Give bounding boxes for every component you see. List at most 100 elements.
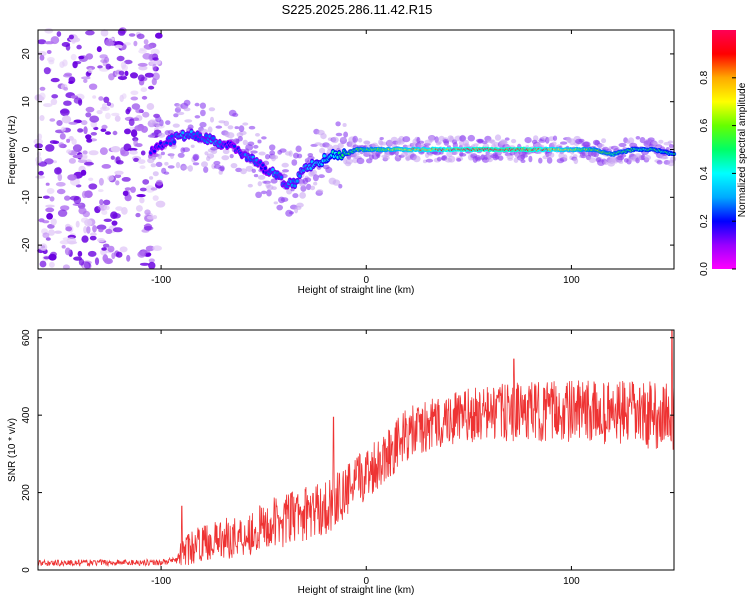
spectrogram-noise-blob (105, 112, 111, 120)
spectrogram-halo-blob (436, 156, 442, 162)
spectrogram-halo-blob (159, 119, 164, 127)
spectrogram-halo-blob (300, 185, 307, 192)
spectrogram-halo-blob (382, 155, 390, 161)
spectrogram-noise-blob (96, 224, 107, 231)
spectrogram-ridge-core (295, 179, 299, 183)
spectrogram-noise-blob (86, 226, 91, 234)
spectrogram-ridge-core (218, 140, 222, 144)
spectrogram-noise-blob (59, 109, 69, 114)
spectrogram-noise-blob (90, 232, 97, 236)
spectrogram-noise-blob (101, 247, 107, 251)
spectrogram-halo-blob (528, 155, 533, 163)
spectrogram-noise-blob (137, 159, 146, 165)
spectrogram-halo-blob (288, 150, 293, 157)
spectrogram-noise-blob (124, 194, 132, 202)
colorbar-label: Normalized spectral amplitude (737, 82, 748, 217)
spectrogram-noise-blob (71, 138, 77, 145)
spectrogram-noise-blob (89, 115, 100, 123)
spectrogram-noise-blob (128, 33, 136, 37)
spectrogram-halo-blob (248, 125, 256, 130)
spectrogram-ridge-core (261, 163, 265, 167)
spectrogram-ridge-core (181, 131, 185, 135)
spectrogram-noise-blob (85, 112, 92, 118)
spectrogram-noise-blob (108, 73, 115, 81)
spectrogram-noise-blob (118, 70, 125, 76)
spectrogram-halo-blob (182, 147, 190, 153)
spectrogram-halo-blob (266, 189, 272, 197)
spectrogram-noise-blob (88, 83, 98, 90)
spectrogram-noise-blob (94, 257, 100, 266)
snr-frame (37, 329, 675, 571)
spectrogram-halo-blob (552, 135, 558, 141)
spectrogram-noise-blob (117, 75, 128, 81)
spectrogram-noise-blob (56, 188, 66, 195)
spectrogram-halo-blob (415, 142, 422, 149)
snr-plot-area (38, 330, 674, 570)
spectrogram-noise-blob (100, 29, 109, 37)
spectrogram-halo-blob (354, 152, 360, 157)
spectrogram-halo-blob (251, 168, 256, 173)
spectrogram-noise-blob (114, 170, 124, 175)
spectrogram-noise-blob (81, 76, 91, 80)
spectrogram-noise-blob (105, 63, 112, 70)
spectrogram-noise-blob (121, 177, 131, 182)
spectrogram-halo-blob (282, 169, 289, 173)
spectrogram-noise-blob (112, 227, 123, 233)
spectrogram-halo-blob (332, 179, 341, 186)
spectrogram-ylabel: Frequency (Hz) (7, 116, 18, 185)
spectrogram-noise-blob (46, 188, 55, 194)
spectrogram-halo-blob (257, 175, 266, 180)
spectrogram-halo-blob (160, 151, 165, 156)
spectrogram-y-tick-label: 0 (21, 146, 32, 152)
spectrogram-noise-blob (101, 164, 112, 169)
spectrogram-noise-blob (61, 245, 66, 249)
spectrogram-halo-blob (210, 146, 218, 151)
spectrogram-halo-blob (588, 157, 597, 164)
spectrogram-noise-blob (114, 174, 122, 179)
spectrogram-noise-blob (39, 260, 47, 268)
spectrogram-noise-blob (100, 249, 107, 256)
spectrogram-halo-blob (357, 137, 363, 143)
spectrogram-halo-blob (218, 166, 225, 171)
spectrogram-halo-blob (193, 154, 199, 162)
spectrogram-noise-blob (152, 195, 159, 201)
spectrogram-halo-blob (338, 183, 343, 189)
spectrogram-halo-blob (238, 125, 245, 132)
spectrogram-halo-blob (199, 121, 207, 128)
spectrogram-noise-blob (61, 42, 71, 47)
spectrogram-noise-blob (150, 187, 158, 191)
spectrogram-noise-blob (119, 94, 124, 102)
spectrogram-halo-blob (340, 137, 347, 141)
spectrogram-halo-blob (335, 132, 343, 137)
chart-title: S225.2025.286.11.42.R15 (282, 2, 433, 17)
spectrogram-noise-blob (133, 157, 139, 162)
spectrogram-noise-blob (96, 110, 103, 115)
spectrogram-noise-blob (37, 39, 47, 45)
spectrogram-halo-blob (418, 140, 425, 144)
spectrogram-noise-blob (105, 38, 114, 47)
spectrogram-noise-blob (110, 155, 115, 160)
spectrogram-halo-blob (192, 162, 200, 166)
spectrogram-noise-blob (143, 39, 149, 45)
spectrogram-noise-blob (103, 199, 111, 206)
spectrogram-halo-blob (620, 153, 627, 158)
spectrogram-halo-blob (245, 165, 254, 172)
spectrogram-halo-blob (618, 142, 627, 148)
spectrogram-halo-blob (398, 135, 405, 143)
spectrogram-halo-blob (313, 181, 318, 186)
spectrogram-noise-blob (152, 245, 162, 251)
spectrogram-noise-blob (80, 120, 88, 126)
spectrogram-noise-blob (124, 70, 129, 77)
spectrogram-halo-blob (276, 204, 284, 211)
spectrogram-halo-blob (234, 126, 240, 130)
spectrogram-halo-blob (149, 176, 154, 180)
spectrogram-halo-blob (165, 120, 171, 125)
spectrogram-noise-blob (70, 53, 77, 61)
spectrogram-ridge-core (152, 149, 157, 153)
spectrogram-ridge-core (298, 174, 302, 178)
spectrogram-noise-blob (35, 156, 43, 164)
spectrogram-noise-blob (139, 197, 145, 204)
spectrogram-halo-blob (253, 174, 259, 178)
spectrogram-noise-blob (98, 96, 104, 101)
spectrogram-noise-blob (145, 185, 155, 193)
